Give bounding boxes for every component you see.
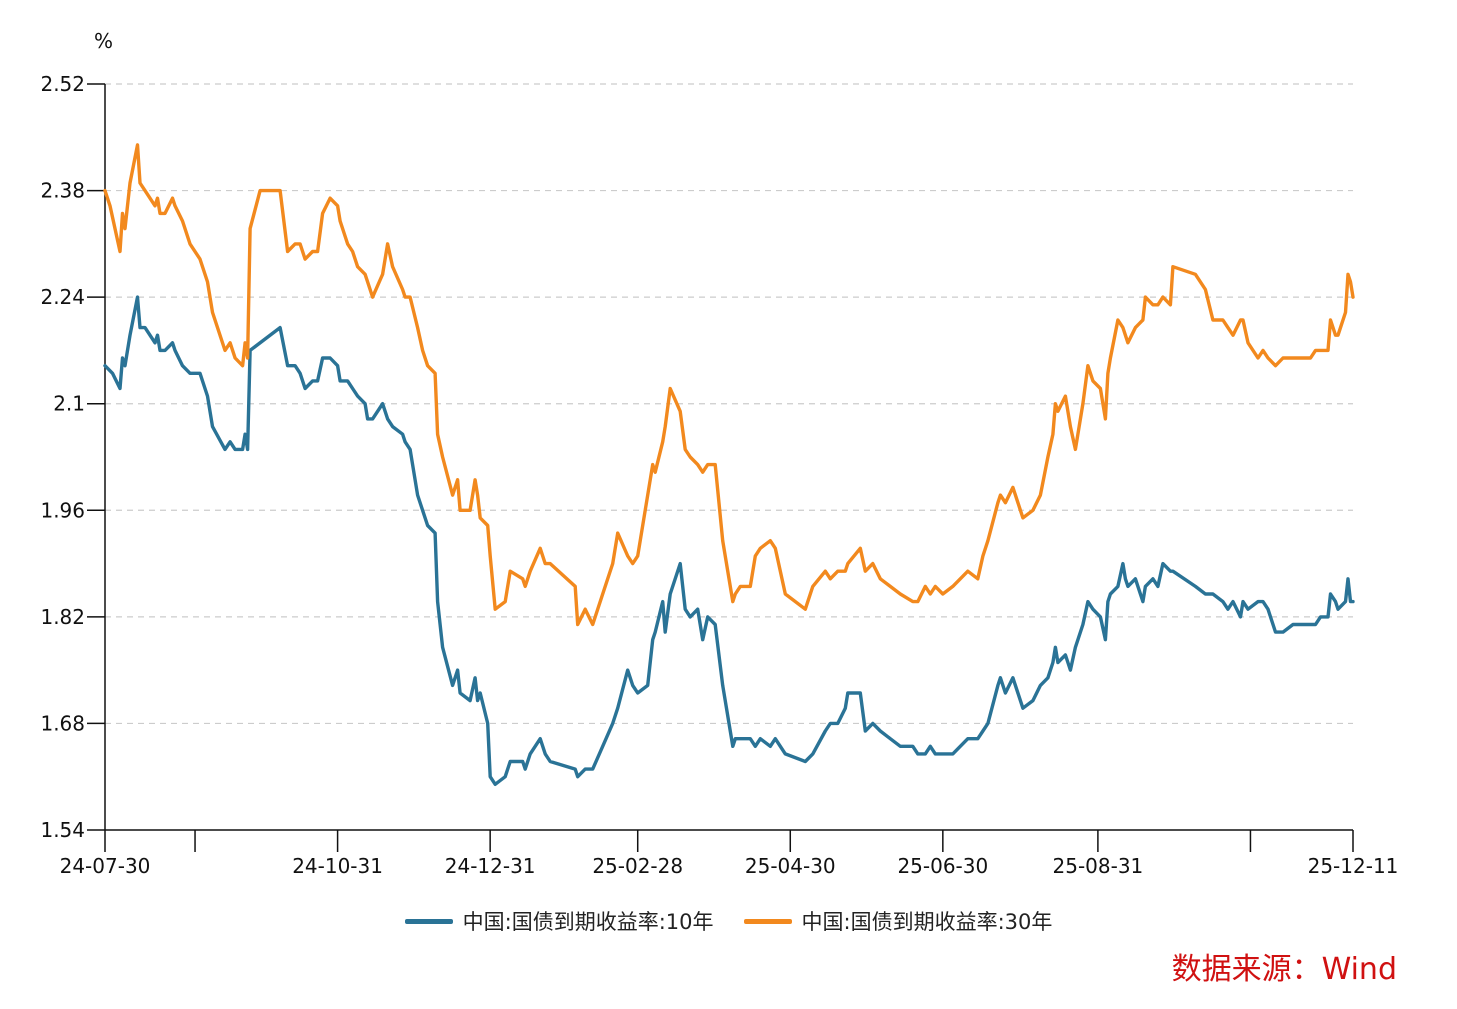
x-tick-label: 24-07-30 bbox=[60, 854, 151, 878]
legend-item-30y[interactable]: 中国:国债到期收益率:30年 bbox=[743, 906, 1053, 936]
y-tick-label: 1.54 bbox=[40, 818, 85, 842]
y-axis-ticks: 1.54 1.68 1.82 1.96 2.1 2.24 2.38 2.52 bbox=[40, 72, 105, 842]
x-tick-label: 25-02-28 bbox=[592, 854, 683, 878]
x-tick-label: 24-10-31 bbox=[292, 854, 383, 878]
x-axis-ticks: 24-07-30 24-10-31 24-12-31 25-02-28 25-04-30… bbox=[60, 830, 1399, 878]
x-tick-label: 24-12-31 bbox=[445, 854, 536, 878]
data-source-note: 数据来源：Wind bbox=[1171, 952, 1397, 987]
series-line-30y bbox=[103, 143, 1355, 627]
legend-swatch-10y bbox=[404, 918, 453, 924]
y-tick-label: 2.38 bbox=[40, 179, 85, 203]
x-tick-label: 25-06-30 bbox=[897, 854, 988, 878]
legend-label-10y: 中国:国债到期收益率:10年 bbox=[462, 910, 714, 934]
legend: 中国:国债到期收益率:10年 中国:国债到期收益率:30年 bbox=[0, 906, 1457, 936]
legend-swatch-30y bbox=[743, 918, 792, 924]
gridlines bbox=[105, 83, 1353, 725]
series-lines bbox=[103, 143, 1355, 786]
x-tick-label: 25-12-11 bbox=[1308, 854, 1399, 878]
y-tick-label: 1.82 bbox=[40, 605, 85, 629]
y-tick-label: 2.24 bbox=[40, 285, 85, 309]
y-tick-label: 1.96 bbox=[40, 498, 85, 522]
x-tick-label: 25-04-30 bbox=[745, 854, 836, 878]
axes bbox=[104, 84, 1353, 831]
y-tick-label: 2.1 bbox=[53, 392, 85, 416]
series-line-10y bbox=[103, 295, 1355, 786]
legend-label-30y: 中国:国债到期收益率:30年 bbox=[801, 910, 1053, 934]
y-tick-label: 1.68 bbox=[40, 711, 85, 735]
x-tick-label: 25-08-31 bbox=[1053, 854, 1144, 878]
y-tick-label: 2.52 bbox=[40, 72, 85, 96]
y-axis-unit-label: % bbox=[94, 29, 113, 53]
legend-item-10y[interactable]: 中国:国债到期收益率:10年 bbox=[404, 906, 714, 936]
